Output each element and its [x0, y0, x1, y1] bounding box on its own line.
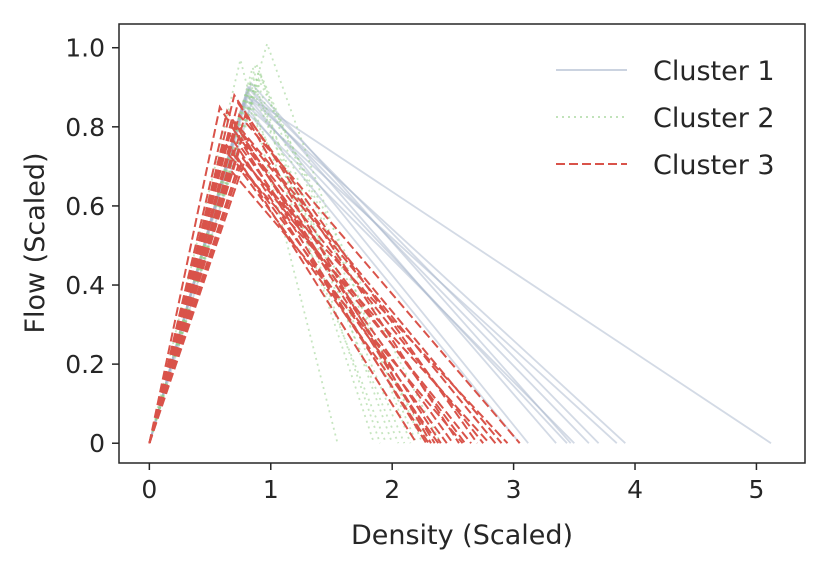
x-tick-label: 0 — [141, 475, 157, 504]
x-tick-label: 4 — [627, 475, 643, 504]
legend: Cluster 1 Cluster 2 Cluster 3 — [556, 56, 775, 181]
y-axis-label: Flow (Scaled) — [20, 152, 51, 333]
y-tick-label: 0.8 — [65, 113, 105, 142]
y-tick-label: 0.2 — [65, 350, 105, 379]
plot-area — [148, 40, 772, 444]
cluster-2-line-12 — [148, 76, 442, 444]
x-tick-label: 5 — [748, 475, 764, 504]
cluster-2-line-6 — [148, 72, 424, 444]
series-cluster-3 — [148, 92, 521, 444]
x-axis-label: Density (Scaled) — [351, 520, 573, 551]
cluster-2-line-7 — [148, 76, 375, 444]
legend-label-cluster-2: Cluster 2 — [653, 103, 775, 134]
y-tick-label: 1.0 — [65, 34, 105, 63]
y-axis: 0 0.2 0.4 0.6 0.8 1.0 — [65, 34, 119, 458]
cluster-3-line-18 — [148, 160, 509, 444]
cluster-3-line-8 — [148, 112, 521, 444]
cluster-2-line-8 — [148, 80, 400, 444]
legend-label-cluster-1: Cluster 1 — [653, 56, 775, 87]
y-tick-label: 0.6 — [65, 192, 105, 221]
cluster-2-line-1 — [148, 40, 412, 444]
x-tick-label: 3 — [506, 475, 522, 504]
x-tick-label: 1 — [263, 475, 279, 504]
cluster-1-line-3 — [148, 101, 618, 444]
cluster-3-line-11 — [148, 140, 448, 444]
cluster-3-line-14 — [148, 148, 418, 444]
cluster-3-line-16 — [148, 152, 491, 444]
y-tick-label: 0.4 — [65, 271, 105, 300]
cluster-3-line-17 — [148, 164, 440, 444]
plot-frame — [118, 23, 806, 464]
cluster-3-line-20 — [148, 112, 432, 444]
cluster-1-line-6 — [148, 105, 575, 444]
cluster-3-line-13 — [148, 144, 454, 444]
legend-label-cluster-3: Cluster 3 — [653, 150, 775, 181]
x-axis: 0 1 2 3 4 5 — [141, 463, 764, 504]
x-tick-label: 2 — [384, 475, 400, 504]
y-tick-label: 0 — [89, 429, 105, 458]
